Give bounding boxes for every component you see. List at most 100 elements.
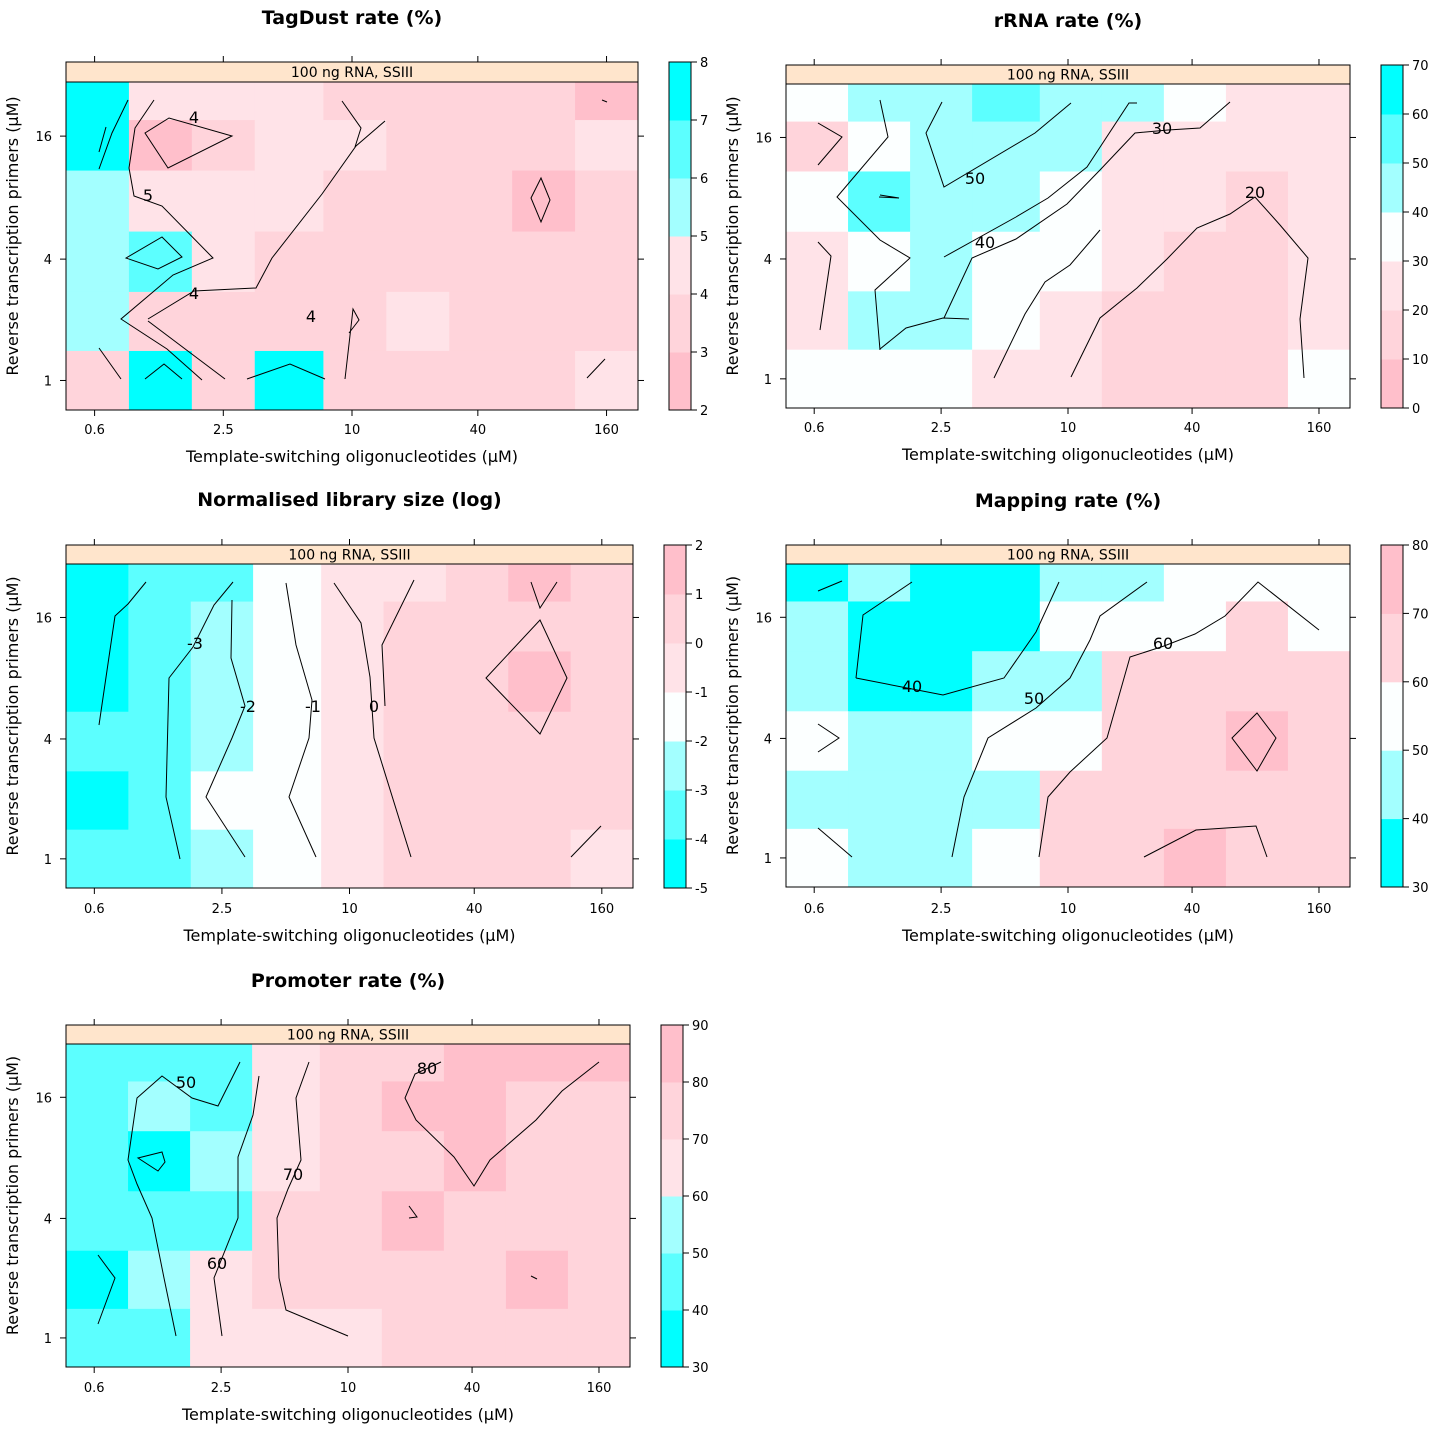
contour-line — [601, 99, 608, 103]
contour-label: -1 — [305, 697, 321, 716]
y-tick-label: 1 — [44, 374, 52, 389]
heat-cell — [1163, 349, 1227, 409]
heat-cell — [848, 770, 911, 830]
heat-cell — [191, 291, 256, 352]
colorbar-tick-label: 40 — [1412, 206, 1429, 221]
heat-cell — [1101, 349, 1165, 409]
heat-cell — [128, 1250, 191, 1310]
heat-cell — [1287, 121, 1351, 172]
heat-cell — [66, 1044, 129, 1082]
heat-cell — [1287, 349, 1351, 409]
heat-cell — [1163, 564, 1227, 602]
heat-cell — [445, 601, 509, 652]
x-tick-label: 0.6 — [804, 902, 825, 917]
heat-cell — [66, 291, 130, 352]
heat-cell — [190, 1308, 253, 1368]
colorbar-tick-label: 70 — [1412, 607, 1429, 622]
contour-line — [817, 723, 840, 753]
chart-panel: Mapping rate (%) 60 40 50 100 ng RNA, SSIII 0… — [723, 490, 1429, 945]
contour-label: 50 — [176, 1073, 196, 1092]
contour-line — [344, 307, 360, 380]
heat-cell — [575, 120, 639, 172]
colorbar-band — [1381, 545, 1403, 614]
heat-cell — [443, 1081, 507, 1132]
heat-cell — [1101, 564, 1165, 602]
contour-line — [879, 317, 970, 350]
colorbar-frame — [1380, 64, 1404, 409]
strip-label: 100 ng RNA, SSIII — [288, 548, 410, 564]
colorbar-tick-label: 10 — [1412, 353, 1429, 368]
contour-line — [98, 347, 122, 380]
heat-cell — [128, 120, 193, 172]
contour-label: -3 — [187, 634, 203, 653]
contour-line — [855, 581, 1060, 696]
contour-line — [878, 194, 900, 199]
heat-cell — [319, 1081, 383, 1132]
colorbar-band — [669, 62, 691, 121]
colorbar-band — [664, 545, 686, 595]
heat-cell — [1225, 349, 1289, 409]
colorbar-tick-label: 30 — [1412, 255, 1429, 270]
heat-cell — [1039, 828, 1103, 888]
heat-cell — [191, 82, 256, 121]
heat-cell — [1039, 601, 1103, 652]
y-tick-label: 1 — [44, 853, 52, 868]
heat-cell — [1039, 770, 1103, 830]
contour-line — [136, 1151, 166, 1172]
contour-line — [276, 1061, 349, 1337]
chart-panel: Normalised library size (log) -3 -2 -1 0 100 … — [3, 489, 708, 945]
x-tick-label: 2.5 — [931, 421, 952, 436]
heat-cell — [1101, 770, 1165, 830]
chart-title: TagDust rate (%) — [262, 7, 442, 29]
heat-cell — [972, 231, 1041, 292]
heat-cell — [321, 564, 385, 603]
heat-cell — [66, 1131, 129, 1192]
heat-cell — [128, 1191, 191, 1252]
x-axis-label: Template-switching oligonucleotides (µM) — [182, 926, 515, 945]
contour-line — [147, 320, 226, 380]
colorbar-tick-label: 2 — [695, 539, 703, 554]
heat-cell — [505, 1191, 569, 1252]
heat-cell — [383, 771, 447, 831]
heat-cell — [508, 601, 572, 652]
heat-cell — [449, 170, 513, 233]
colorbar-tick-label: 2 — [700, 404, 708, 419]
contour-line — [1038, 581, 1320, 858]
heat-cell — [323, 350, 387, 411]
y-tick-label: 16 — [35, 1091, 52, 1106]
heat-cell — [386, 82, 450, 121]
colorbar-tick-label: 3 — [700, 346, 708, 361]
chart-panel: Promoter rate (%) 50 80 70 60 100 ng RNA, SSI… — [3, 970, 709, 1424]
colorbar-band — [1381, 818, 1403, 888]
contour-line — [124, 236, 183, 270]
heat-cell — [254, 82, 324, 121]
y-tick-label: 16 — [755, 611, 772, 626]
heat-cell — [191, 170, 256, 233]
heat-cell — [512, 291, 576, 352]
heat-cell — [848, 84, 911, 123]
heat-cell — [253, 829, 322, 889]
heat-cell — [1287, 231, 1351, 292]
heat-cell — [319, 1131, 383, 1192]
colorbar-band — [664, 594, 686, 644]
heat-cell — [848, 231, 911, 292]
heat-cell — [386, 291, 450, 352]
heat-cell — [128, 1044, 191, 1082]
heat-cell — [1163, 711, 1227, 772]
heat-cell — [253, 564, 322, 603]
y-axis-label: Reverse transcription primers (µM) — [3, 1056, 22, 1335]
y-axis-label: Reverse transcription primers (µM) — [723, 96, 742, 375]
contour-line — [144, 117, 234, 169]
contour-line — [855, 581, 913, 679]
heat-cell — [508, 564, 572, 603]
contour-label: 40 — [975, 233, 995, 252]
heat-cell — [910, 231, 973, 292]
contour-line — [97, 1254, 116, 1325]
heat-cell — [567, 1191, 631, 1252]
heat-cell — [1101, 711, 1165, 772]
heat-cell — [786, 291, 849, 351]
heat-cell — [575, 170, 639, 233]
y-tick-label: 4 — [44, 1212, 52, 1227]
heat-cell — [508, 711, 572, 772]
